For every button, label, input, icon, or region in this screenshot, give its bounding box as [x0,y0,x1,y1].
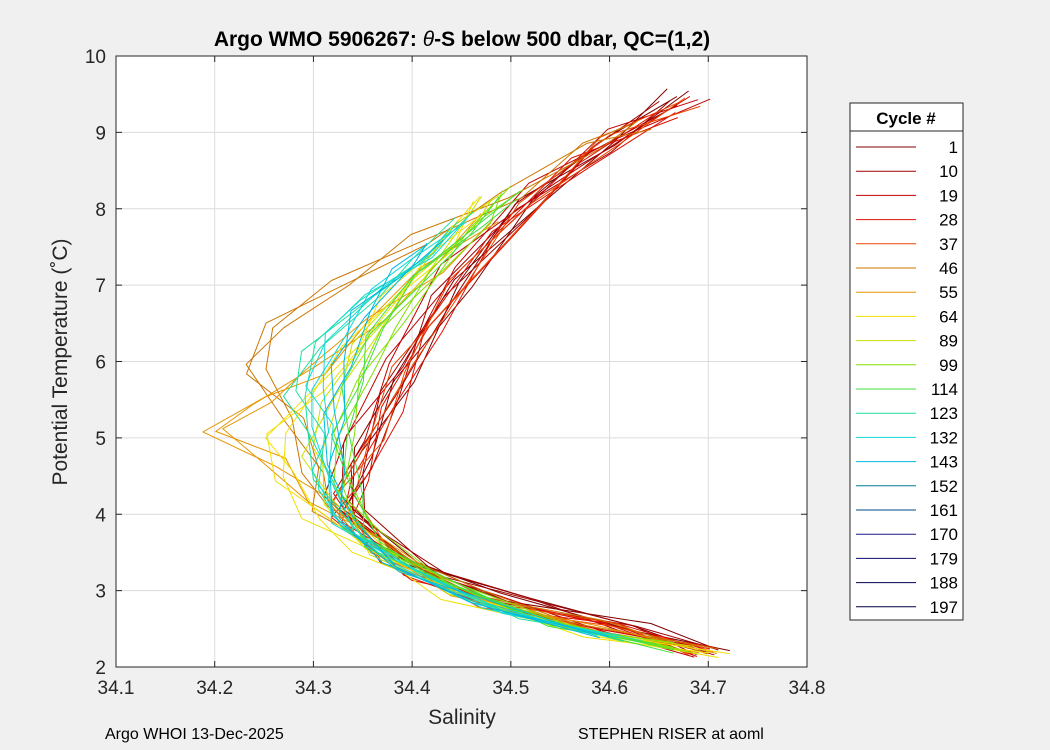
legend-label: 132 [930,428,958,447]
series-cycle-132 [305,218,620,639]
legend-label: 99 [939,356,958,375]
legend: Cycle # 1 10 19 28 37 46 55 64 89 99 114 123 132 143 1… [849,102,964,621]
legend-label: 170 [930,525,958,544]
y-tick-label: 5 [95,429,106,450]
legend-label: 28 [939,211,958,230]
legend-label: 1 [949,138,958,157]
grid-lines [116,56,807,667]
x-tick-label: 34.7 [690,678,727,699]
chart-title: Argo WMO 5906267: θ-S below 500 dbar, QC… [214,28,710,51]
x-axis-ticks: 34.1 34.2 34.3 34.4 34.5 34.6 34.7 34.8 [98,56,826,699]
legend-label: 188 [930,574,958,593]
y-axis-ticks: 2 3 4 5 6 7 8 9 10 [85,47,807,679]
legend-label: 197 [930,598,958,617]
x-tick-label: 34.1 [98,678,135,699]
y-tick-label: 4 [95,505,106,526]
series-line [246,129,697,650]
legend-label: 89 [939,332,958,351]
x-tick-label: 34.6 [591,678,628,699]
footer-right: STEPHEN RISER at aoml [578,726,764,743]
y-tick-label: 2 [95,658,106,679]
legend-label: 19 [939,186,958,205]
series-line [222,218,709,651]
legend-label: 10 [939,162,958,181]
x-tick-label: 34.2 [196,678,233,699]
series-line [311,221,620,639]
x-axis-label: Salinity [428,706,496,729]
x-tick-label: 34.5 [492,678,529,699]
y-tick-label: 7 [95,276,106,297]
legend-title: Cycle # [876,109,936,128]
series-cycle-114 [331,190,674,654]
y-axis-label: Potential Temperature (˚C) [49,238,72,485]
legend-label: 152 [930,477,958,496]
series-line [311,218,599,637]
y-tick-label: 10 [85,47,106,68]
legend-label: 37 [939,235,958,254]
x-tick-label: 34.3 [295,678,332,699]
legend-label: 46 [939,259,958,278]
x-tick-label: 34.4 [394,678,431,699]
series-line [333,189,675,644]
legend-label: 179 [930,549,958,568]
y-tick-label: 6 [95,353,106,374]
legend-label: 161 [930,501,958,520]
legend-label: 114 [931,380,958,399]
y-tick-label: 9 [95,123,106,144]
legend-label: 64 [939,307,958,326]
legend-label: 123 [930,404,958,423]
data-series [202,88,731,658]
series-cycle-46 [245,119,718,655]
series-cycle-143 [323,239,609,639]
series-line [343,100,697,656]
series-line [266,205,730,655]
legend-label: 55 [939,283,958,302]
series-line [328,239,591,635]
series-line [331,190,674,654]
legend-label: 143 [930,453,958,472]
series-line [343,190,674,648]
x-tick-label: 34.8 [789,678,826,699]
series-line [341,196,674,651]
footer-left: Argo WHOI 13-Dec-2025 [105,726,284,743]
y-tick-label: 3 [95,582,106,603]
y-tick-label: 8 [95,200,106,221]
series-line [265,124,718,650]
